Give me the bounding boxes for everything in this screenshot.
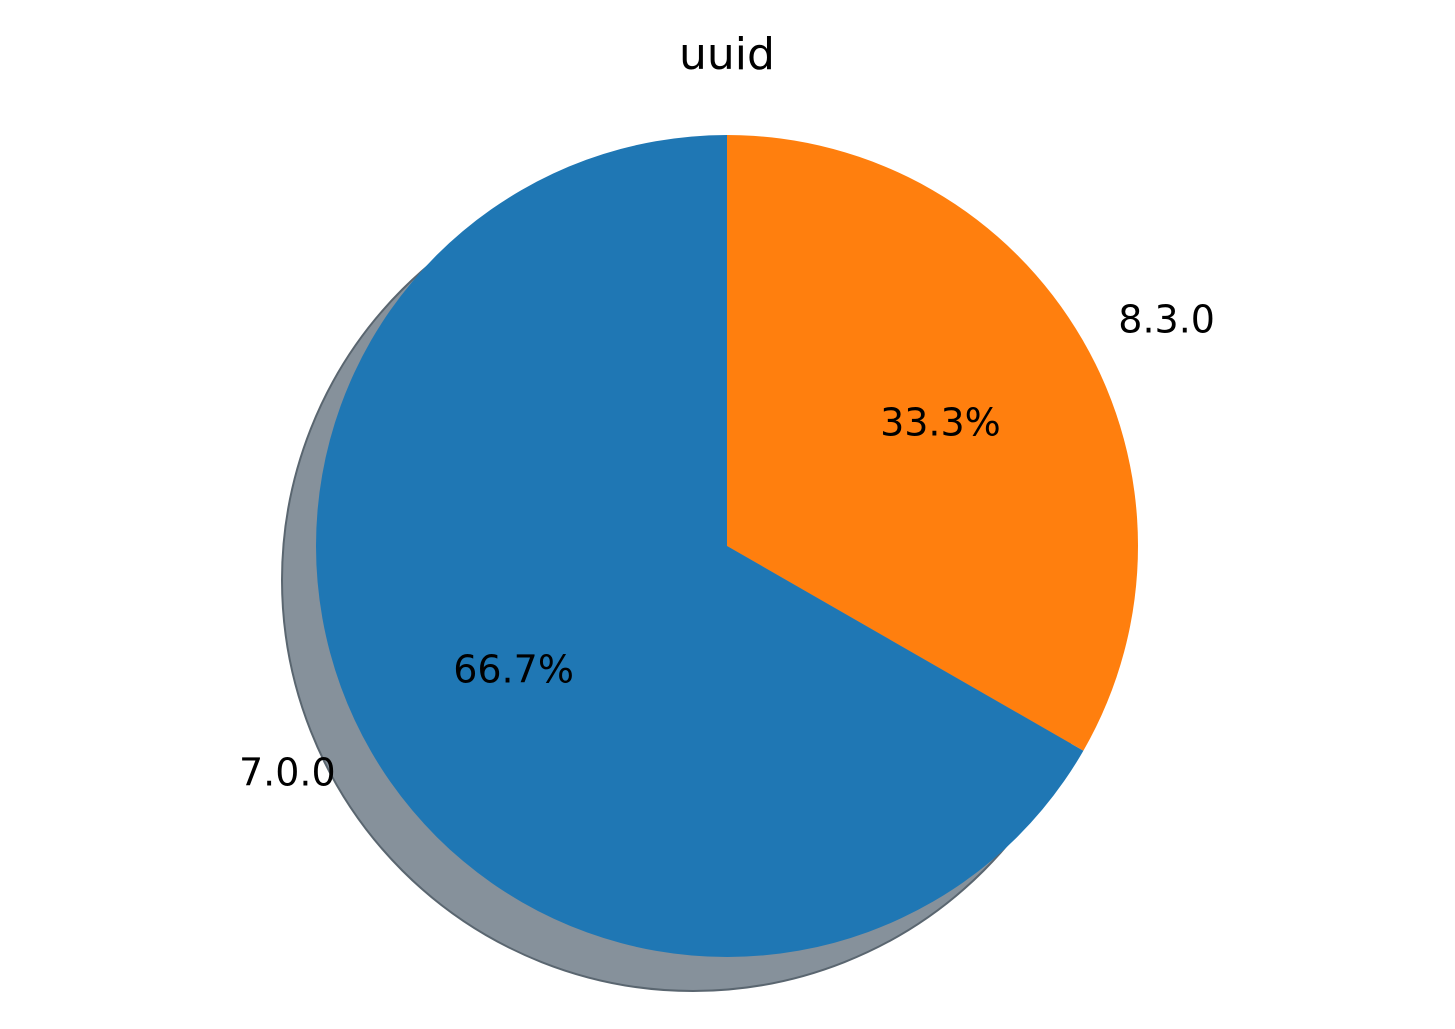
pie-slice-7-0-0 bbox=[316, 134, 1084, 957]
pie-slices bbox=[316, 134, 1138, 957]
chart-title: uuid bbox=[679, 29, 775, 80]
pie-labels: 33.3% 8.3.0 66.7% 7.0.0 bbox=[239, 298, 1215, 795]
pie-category-label: 7.0.0 bbox=[239, 750, 336, 794]
pie-percent-label: 66.7% bbox=[453, 648, 574, 692]
pie-slice-8-3-0 bbox=[727, 135, 1138, 751]
pie-category-label: 8.3.0 bbox=[1118, 298, 1215, 342]
pie-percent-label: 33.3% bbox=[880, 400, 1001, 444]
